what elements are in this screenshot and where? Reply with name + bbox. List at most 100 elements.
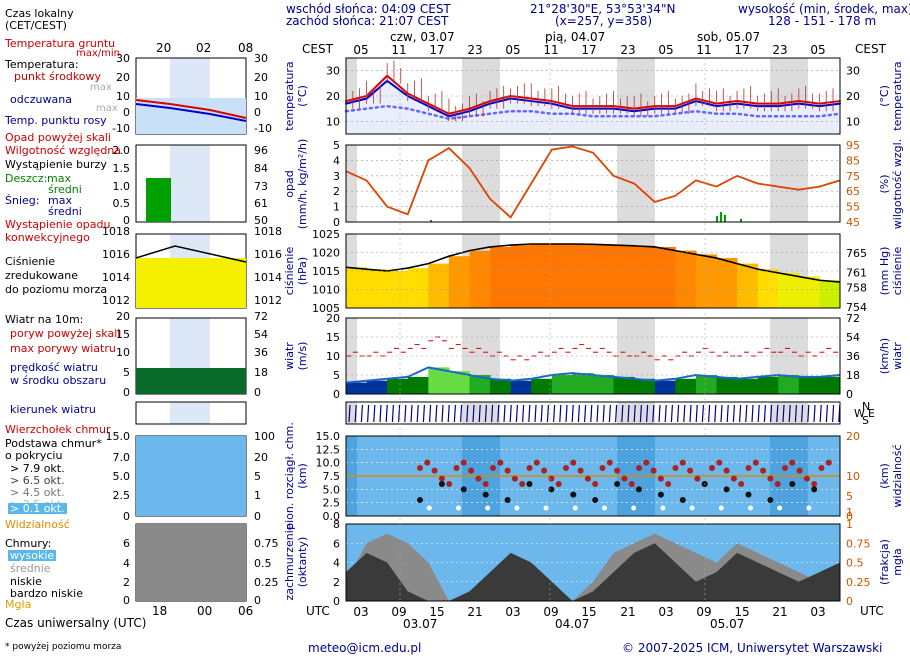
cloud-base-dot [592,497,599,503]
humidity-ytick-right: 95 [846,139,860,152]
cloud-base-dot-light [572,505,578,511]
wind-speed-fill [366,380,388,394]
precip-bar [716,216,718,222]
precip-ytick-left: 4 [333,154,340,167]
legend-cloud-tick-left: 7.0 [113,451,131,464]
precip-ytick-left: 3 [333,170,340,183]
hour-bottom-label: 21 [467,605,482,619]
hour-bottom-label: 15 [734,605,749,619]
legend-footnote: * powyżej poziomu morza [5,642,122,652]
legend-precip-above: Opad powyżej skali [5,131,111,144]
wind-direction-arrow [770,404,773,423]
legend-cloud-top: Wierzchołek chmur [5,423,111,436]
pressure-fill [778,272,800,308]
night-band-dir-0 [346,402,357,424]
legend-wind-tick-left: 20 [116,310,130,323]
wind-speed-fill [346,382,368,394]
wind-direction-arrow [354,404,357,423]
cloud-base-dot [679,497,686,503]
fog-ytick-right: 0.25 [846,576,871,589]
legend-cloud-tick-left: 2.5 [113,489,131,502]
wind-direction-arrow [453,404,456,423]
cloud-top-dot [621,475,628,482]
legend-okt-2: > 6.5 okt. [10,474,65,487]
axis-vis-right-unit: (km) [878,463,891,489]
cloud-base-dot [636,486,642,493]
cloud-top-dot [555,481,562,487]
legend-precip-tick-left: 2.0 [113,144,131,157]
legend-snow: Śnieg: [5,194,40,207]
legend-pressure: Ciśnienie [5,255,56,268]
wind-direction-arrow [825,404,828,423]
hour-bottom-label: 09 [543,605,558,619]
cloud-base-dot [548,486,555,493]
cloud-base-dot-light [426,505,432,511]
wind-direction-arrow [763,404,766,423]
footer-email[interactable]: meteo@icm.edu.pl [308,641,422,655]
legend-rain-mid: średni [48,183,82,196]
legend-wind-tick-right: 0 [254,386,261,399]
hour-bottom-label: 03 [505,605,520,619]
day-label-2: pią, 04.07 [545,30,606,44]
wind-direction-arrow [559,404,562,423]
date-bottom-1: 03.07 [403,617,438,631]
pressure-ytick-right: 765 [846,247,867,260]
wind-speed-fill [613,376,635,394]
visibility-ytick-right: 1 [846,506,853,519]
wind-direction-arrow [745,404,748,423]
wind-speed-fill [798,376,820,394]
wind-direction-arrow [664,404,667,423]
pressure-fill [531,243,553,308]
legend-cov-tick-left: 4 [123,557,130,570]
legend-temp-tick-left: 30 [116,52,130,65]
precip-bar [720,212,722,222]
axis-fog-right: mgła [891,548,904,576]
wind-direction-arrow [348,404,351,423]
wind-direction-arrow [819,404,822,423]
grid-text: (x=257, y=358) [555,14,653,28]
wind-direction-arrow [472,404,475,423]
legend-utc-label: Czas uniwersalny (UTC) [5,616,147,630]
temp-line-2 [344,104,842,121]
pressure-fill [366,269,388,308]
wind-ytick-left: 5 [333,369,340,382]
pressure-fill [428,263,450,308]
wind-direction-arrow [621,404,624,423]
legend-temp-tick-left: 20 [116,71,130,84]
night-band-prec-3 [770,145,808,222]
wind-direction-arrow [528,404,531,423]
panel-frame-cloud [345,435,841,517]
cloud-top-dot [475,475,482,482]
hour-bottom-label: 03 [810,605,825,619]
wind-speed-fill [490,378,512,394]
legend-clouds: Chmury: [5,537,52,550]
legend-coverage-area [136,524,246,601]
cloud-ytick-left: 7.5 [323,470,341,483]
axis-cov-left-unit: (oktanty) [296,537,309,588]
legend-precip-tick-right: 73 [254,180,268,193]
pressure-fill [819,280,841,308]
wind-direction-arrow [503,404,506,423]
humidity-ytick-right: 45 [846,216,860,229]
wind-speed-fill [469,375,491,394]
night-band-prec-2 [617,145,655,222]
legend-storm: Wystąpienie burzy [5,158,107,171]
tz-top-right: CEST [855,42,886,56]
precip-ytick-left: 0 [333,216,340,229]
cloud-top-dot [628,481,635,487]
axis-temp-left: temperatura [283,61,296,130]
wind-speed-fill [695,375,717,394]
hour-bottom-label: 21 [772,605,787,619]
day-label-1: czw, 03.07 [390,30,455,44]
wind-speed-fill [387,378,409,394]
legend-frame-dir [135,401,247,425]
cloud-base-dot-light [485,505,491,511]
cloud-base-dot-light [748,505,753,511]
wind-speed-fill [634,378,656,394]
legend-pressure-line [135,245,247,263]
altitude-label: wysokość (min, środek, max) [738,2,910,16]
cloud-top-dot [709,465,715,471]
cloud-top-dot [490,465,496,471]
wind-direction-arrow [590,404,593,423]
wind-ytick-left: 0 [333,388,340,401]
